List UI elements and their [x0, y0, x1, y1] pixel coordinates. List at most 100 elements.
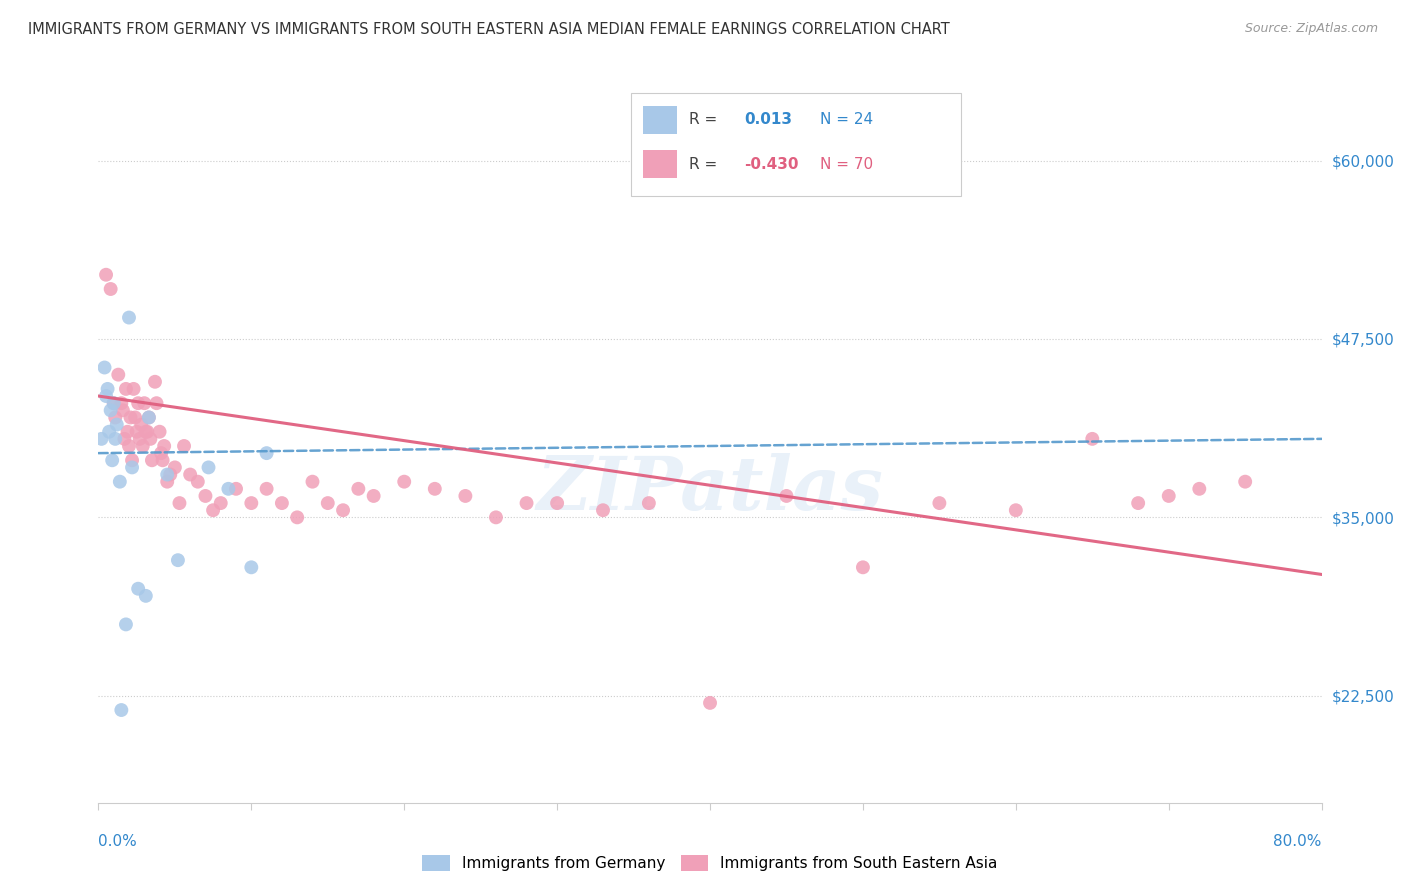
Point	[152, 453, 174, 467]
Text: 0.013: 0.013	[744, 112, 792, 128]
Point	[108, 475, 131, 489]
Text: 80.0%: 80.0%	[1274, 834, 1322, 849]
Text: 0.0%: 0.0%	[98, 834, 138, 849]
Point	[101, 453, 124, 467]
Point	[159, 467, 181, 482]
Point	[135, 425, 157, 439]
Point	[117, 425, 139, 439]
Point	[1157, 489, 1180, 503]
Point	[111, 403, 134, 417]
Point	[129, 417, 152, 432]
Point	[97, 382, 120, 396]
FancyBboxPatch shape	[630, 93, 960, 196]
Point	[1081, 432, 1104, 446]
Point	[240, 560, 263, 574]
Point	[100, 282, 122, 296]
Bar	[643, 105, 678, 134]
Point	[1234, 475, 1257, 489]
Point	[454, 489, 477, 503]
Point	[775, 489, 797, 503]
Point	[173, 439, 195, 453]
Point	[332, 503, 354, 517]
Point	[115, 617, 138, 632]
Point	[153, 439, 176, 453]
Text: -0.430: -0.430	[744, 157, 799, 171]
Point	[98, 425, 121, 439]
Point	[94, 268, 117, 282]
Point	[118, 310, 141, 325]
Legend: Immigrants from Germany, Immigrants from South Eastern Asia: Immigrants from Germany, Immigrants from…	[416, 849, 1004, 877]
Point	[163, 460, 186, 475]
Point	[187, 475, 209, 489]
Point	[316, 496, 339, 510]
Point	[546, 496, 568, 510]
Point	[209, 496, 232, 510]
Point	[301, 475, 323, 489]
Point	[1128, 496, 1150, 510]
Point	[225, 482, 247, 496]
Point	[256, 446, 278, 460]
Point	[150, 446, 173, 460]
Point	[138, 410, 160, 425]
Point	[392, 475, 416, 489]
Point	[118, 439, 141, 453]
Point	[202, 503, 225, 517]
Point	[169, 496, 191, 510]
Text: R =: R =	[689, 157, 723, 171]
Point	[110, 396, 132, 410]
Text: N = 70: N = 70	[820, 157, 873, 171]
Point	[103, 396, 125, 410]
Point	[285, 510, 308, 524]
Text: ZIPatlas: ZIPatlas	[537, 452, 883, 525]
Point	[592, 503, 614, 517]
Point	[94, 389, 117, 403]
Point	[103, 396, 125, 410]
Point	[121, 453, 143, 467]
Point	[104, 410, 127, 425]
Point	[516, 496, 538, 510]
Text: R =: R =	[689, 112, 723, 128]
Text: N = 24: N = 24	[820, 112, 873, 128]
Point	[110, 703, 132, 717]
Point	[100, 403, 122, 417]
Point	[156, 475, 179, 489]
Point	[485, 510, 508, 524]
Point	[120, 410, 142, 425]
Point	[107, 368, 129, 382]
Point	[145, 396, 167, 410]
Point	[132, 439, 155, 453]
Point	[134, 396, 156, 410]
Text: Source: ZipAtlas.com: Source: ZipAtlas.com	[1244, 22, 1378, 36]
Point	[347, 482, 370, 496]
Point	[1188, 482, 1211, 496]
Point	[240, 496, 263, 510]
Point	[270, 496, 294, 510]
Point	[852, 560, 875, 574]
Point	[115, 382, 138, 396]
Point	[156, 467, 179, 482]
Point	[93, 360, 115, 375]
Point	[112, 432, 135, 446]
Point	[179, 467, 201, 482]
Point	[127, 582, 149, 596]
Point	[105, 417, 128, 432]
Point	[167, 553, 190, 567]
Point	[124, 410, 146, 425]
Point	[217, 482, 239, 496]
Point	[104, 432, 127, 446]
Point	[699, 696, 721, 710]
Point	[197, 460, 219, 475]
Point	[141, 453, 163, 467]
Point	[143, 375, 166, 389]
Point	[423, 482, 446, 496]
Point	[125, 425, 148, 439]
Point	[256, 482, 278, 496]
Point	[121, 460, 143, 475]
Point	[128, 432, 150, 446]
Point	[90, 432, 112, 446]
Point	[135, 589, 157, 603]
Point	[138, 410, 160, 425]
Point	[149, 425, 172, 439]
Point	[363, 489, 385, 503]
Point	[1004, 503, 1026, 517]
